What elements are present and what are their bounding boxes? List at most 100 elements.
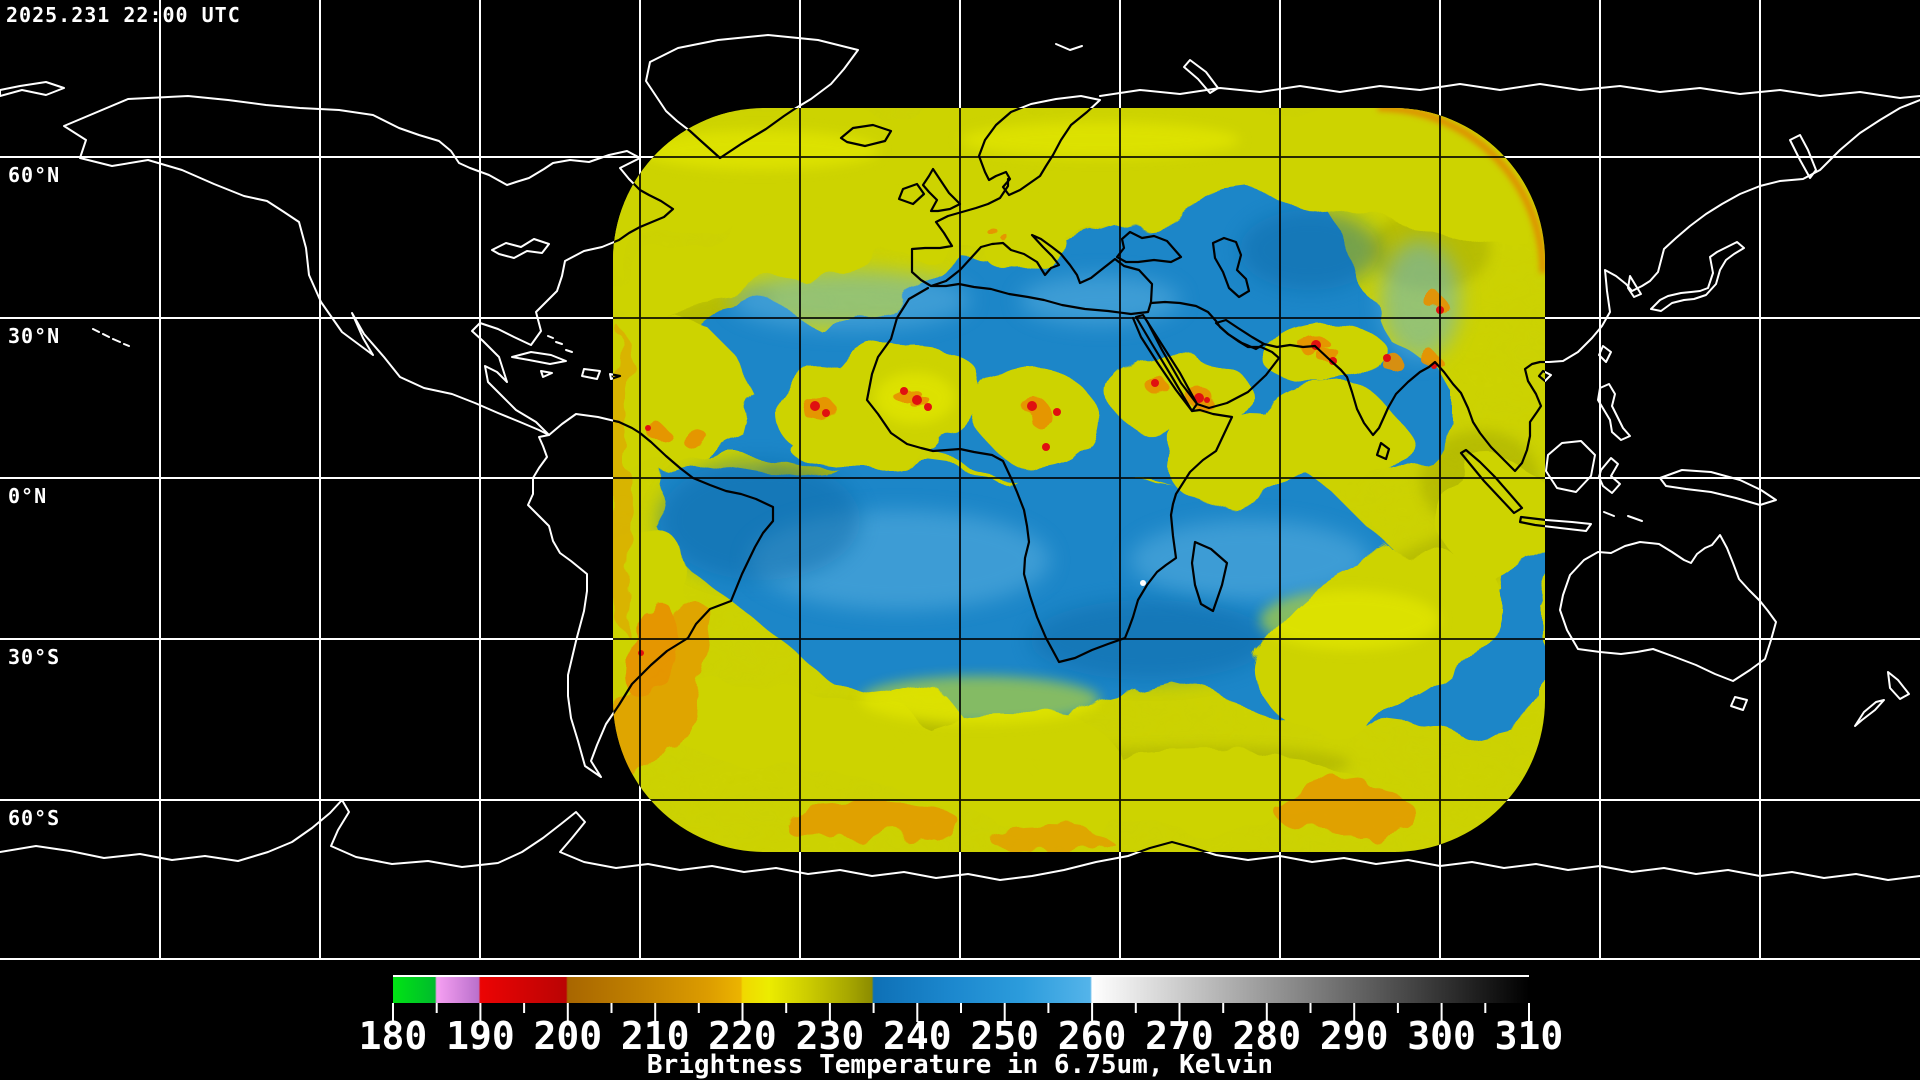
timestamp: 2025.231 22:00 UTC: [6, 3, 241, 27]
colorbar-tick-label: 300: [1407, 1014, 1476, 1058]
latitude-label: 60°S: [8, 806, 61, 830]
colorbar-major-tick: [1440, 1003, 1443, 1022]
cloud-south-front-3: [960, 752, 1360, 832]
colorbar-minor-tick: [960, 1003, 962, 1013]
colorbar-tick-label: 210: [621, 1014, 690, 1058]
colorbar-top-border: [393, 975, 1529, 977]
map-shape: [912, 395, 922, 405]
colorbar-major-tick: [828, 1003, 831, 1022]
colorbar-major-tick: [479, 1003, 482, 1022]
colorbar-tick-label: 230: [796, 1014, 865, 1058]
colorbar-caption: Brightness Temperature in 6.75um, Kelvin: [646, 1050, 1274, 1080]
cloud-itcz-central-africa: [982, 372, 1098, 468]
map-shape: [1275, 787, 1415, 837]
colorbar-major-tick: [1265, 1003, 1268, 1022]
map-shape: [924, 403, 932, 411]
map-shape: [1260, 590, 1440, 650]
colorbar-major-tick: [916, 1003, 919, 1022]
colorbar-major-tick: [1528, 1003, 1530, 1022]
colorbar-minor-tick: [1134, 1003, 1137, 1013]
map-shape: [1130, 520, 1370, 600]
colorbar-minor-tick: [1222, 1003, 1225, 1013]
cloud-guinea-coast: [790, 424, 950, 472]
graticule-white: [0, 0, 1920, 960]
map-shape: [900, 387, 908, 395]
map-shape: [1027, 401, 1037, 411]
map-shape: [1380, 240, 1460, 360]
map-shape: [860, 676, 1100, 724]
swath-blue-highlights: [730, 240, 1460, 610]
colorbar-major-tick: [1353, 1003, 1356, 1022]
colorbar-major-tick: [1003, 1003, 1006, 1022]
map-shape: [1383, 354, 1391, 362]
colorbar-tick-label: 200: [533, 1014, 602, 1058]
latitude-label: 0°N: [8, 484, 48, 508]
colorbar-tick-labels: 180 190 200 210 220 230 240 250 260 270 280 290 300 3…: [359, 1014, 1564, 1058]
map-shape: [1240, 210, 1380, 290]
map-shape: [730, 270, 970, 330]
colorbar-minor-tick: [1047, 1003, 1050, 1013]
colorbar-major-tick: [741, 1003, 744, 1022]
latitude-label: 30°N: [8, 324, 61, 348]
colorbar-tick-label: 250: [970, 1014, 1039, 1058]
map-shape: [1030, 600, 1270, 680]
map-shape: [660, 460, 860, 580]
map-shape: [990, 230, 1000, 238]
colorbar-minor-tick: [523, 1003, 526, 1013]
colorbar-minor-tick: [697, 1003, 700, 1013]
colorbar-tick-label: 180: [359, 1014, 428, 1058]
colorbar-major-tick: [1091, 1003, 1094, 1022]
colorbar-minor-tick: [1484, 1003, 1487, 1013]
map-shape: [780, 804, 960, 840]
colorbar-major-tick: [1178, 1003, 1181, 1022]
colorbar-tick-label: 220: [708, 1014, 777, 1058]
map-shape: [990, 828, 1110, 852]
colorbar-major-tick: [566, 1003, 569, 1022]
colorbar-tick-label: 190: [446, 1014, 515, 1058]
map-shape: [1053, 408, 1061, 416]
swath-orange-cores: [613, 230, 1448, 852]
colorbar-tick-label: 290: [1320, 1014, 1389, 1058]
satellite-swath: [613, 108, 1545, 852]
swath-white-speck: [1140, 580, 1146, 586]
map-shape: [960, 122, 1240, 158]
colorbar-minor-tick: [785, 1003, 788, 1013]
cloud-southeast: [1440, 465, 1545, 575]
map-shape: [1311, 340, 1321, 350]
map-shape: [1329, 357, 1337, 365]
latitude-label: 30°S: [8, 645, 61, 669]
colorbar-gradient-bar: [393, 977, 1529, 1003]
swath-blue-shadows: [660, 210, 1380, 680]
map-shape: [1042, 443, 1050, 451]
map-shape: [1002, 236, 1010, 242]
cloud-india-south: [1260, 385, 1400, 485]
colorbar-minor-tick: [1396, 1003, 1399, 1013]
map-shape: [1194, 393, 1204, 403]
colorbar-minor-tick: [610, 1003, 613, 1013]
cloud-italy: [978, 212, 1062, 272]
colorbar: 180 190 200 210 220 230 240 250 260 270 280 290 300 3…: [359, 975, 1564, 1058]
colorbar-minor-tick: [872, 1003, 875, 1013]
map-shape: [1204, 397, 1210, 403]
colorbar-major-tick: [654, 1003, 657, 1022]
colorbar-minor-tick: [1309, 1003, 1312, 1013]
colorbar-tick-label: 280: [1232, 1014, 1301, 1058]
map-shape: [680, 427, 706, 447]
map-shape: [810, 401, 820, 411]
colorbar-tick-label: 270: [1145, 1014, 1214, 1058]
swath-yellow-clouds: [613, 108, 1545, 832]
map-shape: [638, 650, 644, 656]
map-shape: [1151, 379, 1159, 387]
colorbar-tick-label: 240: [883, 1014, 952, 1058]
map-shape: [613, 330, 634, 630]
map-shape: [613, 603, 714, 797]
colorbar-ticks: [392, 1003, 1530, 1022]
colorbar-minor-tick: [435, 1003, 438, 1013]
colorbar-major-tick: [392, 1003, 394, 1022]
colorbar-tick-label: 260: [1058, 1014, 1127, 1058]
map-shape: [645, 425, 651, 431]
colorbar-tick-label: 310: [1495, 1014, 1564, 1058]
latitude-label: 60°N: [8, 163, 61, 187]
